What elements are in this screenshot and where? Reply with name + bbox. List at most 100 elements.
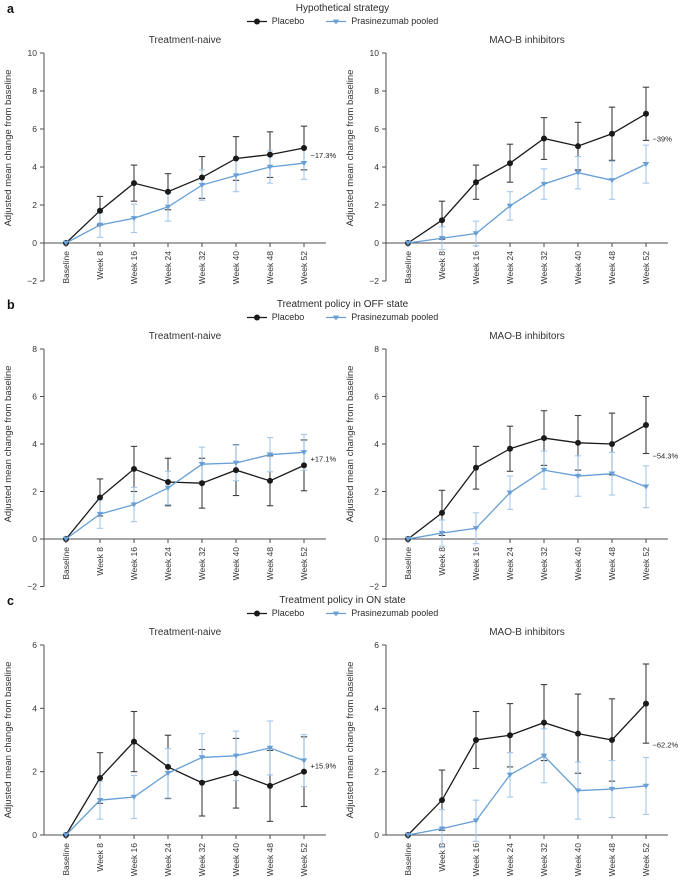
svg-text:Week 8: Week 8 <box>95 251 105 280</box>
svg-text:Week 52: Week 52 <box>641 251 651 285</box>
svg-text:Week 16: Week 16 <box>129 547 139 581</box>
svg-text:Week 24: Week 24 <box>163 251 173 285</box>
legend-label-prasinezumab: Prasinezumab pooled <box>351 16 439 26</box>
row-c-legend: Placebo Prasinezumab pooled <box>0 608 685 618</box>
legend-item-prasinezumab: Prasinezumab pooled <box>326 312 438 322</box>
row-c-charts: Treatment-naive Adjusted mean change from… <box>0 623 685 887</box>
row-a-charts: Treatment-naive Adjusted mean change from… <box>0 31 685 295</box>
svg-text:−54.3%: −54.3% <box>653 451 679 460</box>
svg-text:−2: −2 <box>369 582 379 592</box>
svg-text:Week 24: Week 24 <box>163 843 173 877</box>
svg-text:Week 48: Week 48 <box>265 843 275 877</box>
svg-text:Week 24: Week 24 <box>505 547 515 581</box>
svg-text:Week 52: Week 52 <box>299 843 309 877</box>
placebo-marker-icon <box>246 314 267 320</box>
svg-text:+17.1%: +17.1% <box>311 454 337 463</box>
svg-text:−2: −2 <box>369 276 379 286</box>
legend-item-prasinezumab: Prasinezumab pooled <box>326 16 438 26</box>
row-a-header: a Hypothetical strategy Placebo Prasinez… <box>0 0 685 31</box>
svg-text:Week 40: Week 40 <box>231 843 241 877</box>
svg-text:Adjusted mean change from base: Adjusted mean change from baseline <box>3 366 14 523</box>
svg-text:Week 16: Week 16 <box>129 251 139 285</box>
svg-text:Week 8: Week 8 <box>437 251 447 280</box>
svg-text:Baseline: Baseline <box>403 251 413 284</box>
row-a-legend: Placebo Prasinezumab pooled <box>0 16 685 26</box>
svg-text:Week 8: Week 8 <box>437 843 447 872</box>
svg-text:4: 4 <box>32 439 37 449</box>
svg-text:Week 40: Week 40 <box>573 251 583 285</box>
svg-text:4: 4 <box>32 703 37 713</box>
svg-text:Treatment-naive: Treatment-naive <box>149 35 222 46</box>
svg-text:6: 6 <box>374 124 379 134</box>
svg-text:Week 16: Week 16 <box>471 547 481 581</box>
svg-text:2: 2 <box>32 200 37 210</box>
svg-text:−17.3%: −17.3% <box>311 151 337 160</box>
svg-text:Adjusted mean change from base: Adjusted mean change from baseline <box>3 662 14 819</box>
svg-text:Adjusted mean change from base: Adjusted mean change from baseline <box>345 70 356 227</box>
svg-text:2: 2 <box>374 487 379 497</box>
panel-letter-a: a <box>7 2 14 16</box>
svg-text:Baseline: Baseline <box>61 843 71 876</box>
svg-text:2: 2 <box>374 200 379 210</box>
figure-row-b: b Treatment policy in OFF state Placebo … <box>0 296 685 592</box>
svg-text:Week 40: Week 40 <box>573 843 583 877</box>
chart-c-maob-inhibitors: MAO-B inhibitors Adjusted mean change fro… <box>345 627 679 877</box>
svg-text:−39%: −39% <box>653 134 673 143</box>
legend-item-prasinezumab: Prasinezumab pooled <box>326 608 438 618</box>
svg-text:Week 24: Week 24 <box>505 251 515 285</box>
legend-item-placebo: Placebo <box>246 312 304 322</box>
svg-text:10: 10 <box>370 48 380 58</box>
chart-c-treatment-naive: Treatment-naive Adjusted mean change from… <box>3 627 336 877</box>
svg-text:6: 6 <box>374 392 379 402</box>
svg-text:Baseline: Baseline <box>403 547 413 580</box>
svg-text:−62.2%: −62.2% <box>653 740 679 749</box>
svg-text:Week 8: Week 8 <box>95 843 105 872</box>
svg-text:0: 0 <box>32 238 37 248</box>
svg-text:8: 8 <box>32 344 37 354</box>
svg-text:Baseline: Baseline <box>403 843 413 876</box>
chart-b-maob-inhibitors: MAO-B inhibitors Adjusted mean change fro… <box>345 331 679 592</box>
svg-text:Week 24: Week 24 <box>163 547 173 581</box>
svg-text:2: 2 <box>32 767 37 777</box>
svg-text:Week 32: Week 32 <box>539 547 549 581</box>
prasinezumab-marker-icon <box>326 19 347 24</box>
svg-text:8: 8 <box>374 86 379 96</box>
prasinezumab-marker-icon <box>326 611 347 616</box>
svg-text:10: 10 <box>28 48 38 58</box>
svg-text:6: 6 <box>32 392 37 402</box>
panel-letter-b: b <box>7 298 15 312</box>
svg-text:Week 52: Week 52 <box>299 547 309 581</box>
svg-text:6: 6 <box>32 640 37 650</box>
legend-label-prasinezumab: Prasinezumab pooled <box>351 312 439 322</box>
svg-text:MAO-B inhibitors: MAO-B inhibitors <box>489 627 565 638</box>
svg-text:Week 8: Week 8 <box>437 547 447 576</box>
row-b-charts: Treatment-naive Adjusted mean change from… <box>0 327 685 591</box>
legend-item-placebo: Placebo <box>246 16 305 26</box>
svg-text:Week 32: Week 32 <box>197 251 207 285</box>
svg-text:Adjusted mean change from base: Adjusted mean change from baseline <box>345 366 356 523</box>
svg-text:Week 8: Week 8 <box>95 547 105 576</box>
chart-a-treatment-naive: Treatment-naive Adjusted mean change from… <box>3 35 337 286</box>
svg-text:Week 40: Week 40 <box>231 547 241 581</box>
svg-text:Week 48: Week 48 <box>607 547 617 581</box>
svg-text:MAO-B inhibitors: MAO-B inhibitors <box>489 331 565 342</box>
svg-text:Treatment-naive: Treatment-naive <box>149 627 222 638</box>
svg-text:Week 52: Week 52 <box>299 251 309 285</box>
svg-text:4: 4 <box>32 162 37 172</box>
row-c-header: c Treatment policy in ON state Placebo P… <box>0 592 685 623</box>
svg-text:Week 52: Week 52 <box>641 547 651 581</box>
svg-text:4: 4 <box>374 439 379 449</box>
legend-label-placebo: Placebo <box>271 16 305 26</box>
svg-text:2: 2 <box>32 487 37 497</box>
placebo-marker-icon <box>246 18 267 24</box>
svg-text:4: 4 <box>374 703 379 713</box>
row-a-title: Hypothetical strategy <box>295 3 390 14</box>
svg-text:Week 48: Week 48 <box>265 547 275 581</box>
svg-text:Week 48: Week 48 <box>607 251 617 285</box>
row-b-title: Treatment policy in OFF state <box>276 299 409 310</box>
placebo-marker-icon <box>246 610 267 616</box>
svg-text:Week 24: Week 24 <box>505 843 515 877</box>
svg-text:Week 32: Week 32 <box>197 547 207 581</box>
svg-text:Week 32: Week 32 <box>539 251 549 285</box>
svg-text:Week 48: Week 48 <box>607 843 617 877</box>
